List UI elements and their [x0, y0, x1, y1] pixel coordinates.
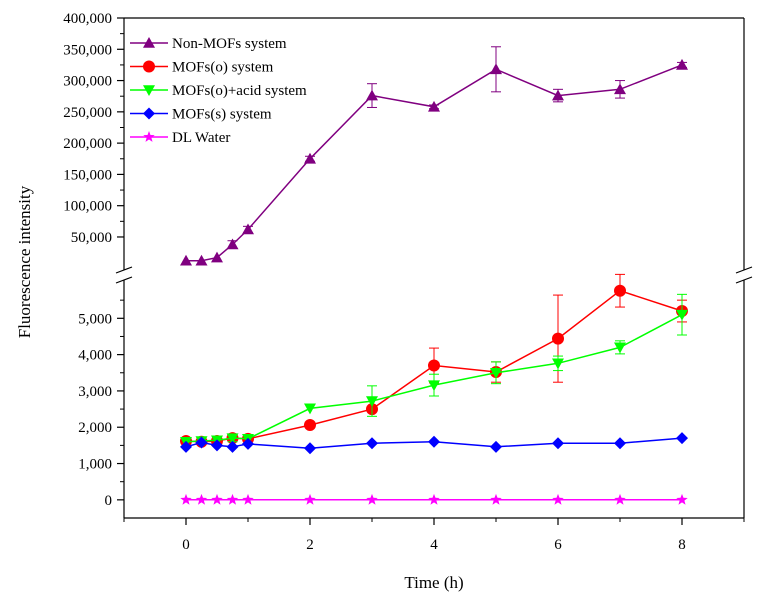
y-tick-label: 1,000 [78, 457, 112, 473]
data-point [180, 493, 192, 505]
data-point [428, 380, 440, 392]
y-tick-label: 0 [105, 493, 113, 509]
legend-label: MOFs(s) system [172, 107, 272, 123]
data-point [304, 152, 316, 164]
y-tick-label: 350,000 [63, 42, 112, 58]
data-point [428, 493, 440, 505]
axis-break-mark [115, 276, 133, 284]
data-point [552, 358, 564, 370]
x-tick-label: 8 [678, 537, 686, 553]
data-point [304, 493, 316, 505]
legend-label: DL Water [172, 130, 230, 146]
data-point [226, 238, 239, 250]
data-point [490, 367, 502, 379]
series-1 [180, 273, 688, 448]
data-point [614, 83, 626, 95]
legend: Non-MOFs system MOFs(o) system MOFs(o)+aci… [130, 36, 307, 146]
data-point [242, 223, 254, 235]
data-point [226, 493, 239, 505]
y-tick-label: 250,000 [63, 105, 112, 121]
axis-break-mark [115, 266, 133, 274]
plot-series [180, 46, 688, 505]
x-tick-label: 0 [182, 537, 190, 553]
data-point [366, 396, 378, 408]
data-point [676, 432, 688, 445]
data-point [552, 437, 564, 450]
legend-item: Non-MOFs system [130, 36, 287, 52]
data-point [490, 493, 502, 505]
data-point [676, 58, 688, 70]
y-tick-label: 50,000 [71, 230, 112, 246]
data-point [366, 437, 378, 450]
legend-label: MOFs(o) system [172, 60, 274, 76]
data-point [552, 493, 564, 505]
y-tick-label: 3,000 [78, 384, 112, 400]
axis-ticks: 0 2 4 6 8 50,000 100,000 150,000 200,000 250,000 3… [63, 11, 745, 553]
data-point [552, 89, 564, 101]
data-point [211, 251, 223, 263]
legend-marker [143, 37, 155, 48]
y-tick-label: 200,000 [63, 136, 112, 152]
x-axis-title: Time (h) [404, 573, 463, 592]
y-tick-label: 4,000 [78, 348, 112, 364]
data-point [552, 332, 564, 345]
y-tick-label: 300,000 [63, 74, 112, 90]
data-point [428, 100, 440, 112]
plot-frame [115, 17, 753, 519]
data-point [614, 437, 626, 450]
data-point [304, 442, 316, 455]
y-tick-label: 100,000 [63, 199, 112, 215]
data-point [428, 435, 440, 448]
data-point [614, 493, 626, 505]
y-tick-label: 150,000 [63, 167, 112, 183]
legend-item: MOFs(o)+acid system [130, 83, 307, 99]
data-point [211, 493, 223, 505]
data-point [195, 436, 208, 449]
legend-item: MOFs(o) system [130, 60, 274, 76]
legend-marker [143, 131, 155, 142]
x-tick-label: 4 [430, 537, 438, 553]
x-tick-label: 6 [554, 537, 562, 553]
data-point [490, 63, 502, 75]
data-point [676, 493, 688, 505]
data-point [676, 309, 688, 321]
data-point [180, 254, 192, 266]
legend-label: MOFs(o)+acid system [172, 83, 307, 99]
data-point [490, 440, 502, 453]
data-point [242, 493, 254, 505]
y-tick-label: 400,000 [63, 11, 112, 27]
legend-item: MOFs(s) system [130, 107, 272, 123]
data-point [211, 439, 223, 452]
data-point [614, 284, 626, 297]
legend-marker [143, 60, 155, 73]
y-tick-label: 2,000 [78, 420, 112, 436]
y-axis-title: Fluorescence intensity [15, 185, 34, 338]
data-point [226, 433, 239, 445]
data-point [428, 359, 440, 372]
series-0 [180, 46, 688, 266]
data-point [180, 440, 192, 453]
data-point [226, 440, 239, 453]
series-4 [180, 493, 688, 505]
data-point [366, 493, 378, 505]
x-tick-label: 2 [306, 537, 314, 553]
legend-item: DL Water [130, 130, 230, 146]
series-3 [180, 432, 688, 455]
legend-marker [143, 107, 155, 120]
data-point [195, 254, 208, 266]
y-tick-label: 5,000 [78, 311, 112, 327]
data-point [195, 493, 208, 505]
axis-break-mark [735, 276, 753, 284]
data-point [304, 403, 316, 415]
data-point [304, 419, 316, 432]
legend-marker [143, 85, 155, 96]
data-point [366, 89, 378, 101]
axis-break-mark [735, 266, 753, 274]
data-point [614, 342, 626, 354]
legend-label: Non-MOFs system [172, 36, 287, 52]
data-point [242, 437, 254, 450]
